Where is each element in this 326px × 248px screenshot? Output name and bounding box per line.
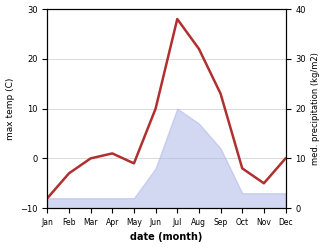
- Y-axis label: med. precipitation (kg/m2): med. precipitation (kg/m2): [311, 52, 320, 165]
- X-axis label: date (month): date (month): [130, 232, 203, 243]
- Y-axis label: max temp (C): max temp (C): [6, 77, 15, 140]
